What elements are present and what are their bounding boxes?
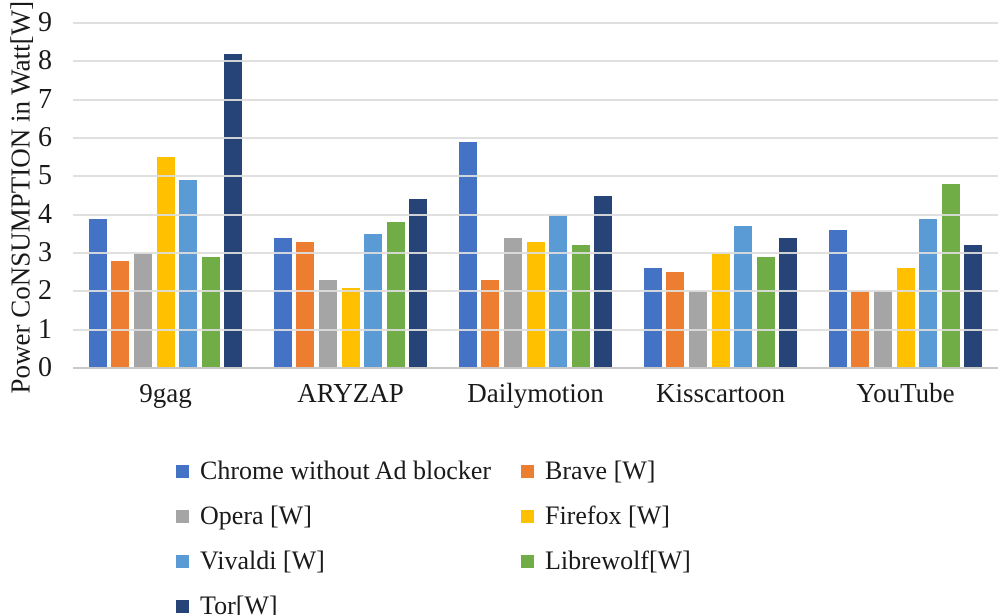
legend-item-opera-w: Opera [W] bbox=[176, 501, 312, 530]
gridline-y7 bbox=[73, 98, 998, 101]
bar-9gag-tor-w bbox=[224, 53, 243, 368]
bar-aryzap-brave-w bbox=[296, 241, 315, 368]
legend-item-vivaldi-w: Vivaldi [W] bbox=[176, 546, 325, 575]
legend-marker-librewolf-w bbox=[521, 554, 534, 568]
gridline-y2 bbox=[73, 290, 998, 293]
y-tick-label-4: 4 bbox=[38, 198, 52, 230]
bar-aryzap-chrome-without-ad-blocker bbox=[273, 237, 292, 368]
gridline-y8 bbox=[73, 60, 998, 63]
x-axis-label-dailymotion: Dailymotion bbox=[467, 378, 604, 408]
legend-label-tor-w: Tor[W] bbox=[200, 591, 278, 615]
y-tick-label-8: 8 bbox=[38, 45, 52, 77]
bar-9gag-opera-w bbox=[133, 253, 152, 368]
legend-item-tor-w: Tor[W] bbox=[176, 591, 278, 615]
legend-label-chrome-without-ad-blocker: Chrome without Ad blocker bbox=[200, 456, 492, 485]
bar-aryzap-opera-w bbox=[318, 279, 337, 368]
bar-aryzap-librewolf-w bbox=[386, 222, 405, 368]
bar-dailymotion-brave-w bbox=[481, 279, 500, 368]
bar-aryzap-firefox-w bbox=[341, 287, 360, 368]
gridline-y6 bbox=[73, 137, 998, 139]
legend-label-librewolf-w: Librewolf[W] bbox=[545, 546, 691, 575]
legend-marker-tor-w bbox=[176, 599, 189, 613]
bar-9gag-brave-w bbox=[111, 260, 130, 368]
legend-marker-chrome-without-ad-blocker bbox=[176, 464, 189, 478]
y-tick-label-6: 6 bbox=[38, 122, 52, 153]
legend-marker-opera-w bbox=[176, 509, 189, 523]
gridline-y3 bbox=[73, 252, 998, 254]
gridline-y1 bbox=[73, 328, 998, 331]
bar-dailymotion-firefox-w bbox=[526, 241, 545, 368]
bar-9gag-librewolf-w bbox=[201, 256, 220, 368]
bar-dailymotion-librewolf-w bbox=[571, 245, 590, 368]
legend-label-vivaldi-w: Vivaldi [W] bbox=[200, 546, 325, 575]
y-tick-label-1: 1 bbox=[38, 313, 52, 345]
gridline-y9 bbox=[73, 22, 998, 24]
bar-dailymotion-chrome-without-ad-blocker bbox=[458, 141, 477, 368]
x-axis-label-aryzap: ARYZAP bbox=[297, 378, 404, 408]
bar-aryzap-vivaldi-w bbox=[364, 233, 383, 368]
bar-youtube-librewolf-w bbox=[941, 184, 960, 368]
bar-kisscartoon-tor-w bbox=[779, 237, 798, 368]
bar-youtube-vivaldi-w bbox=[919, 218, 938, 368]
bar-youtube-chrome-without-ad-blocker bbox=[828, 230, 847, 368]
legend-label-brave-w: Brave [W] bbox=[545, 456, 656, 485]
gridline-y5 bbox=[73, 175, 998, 178]
legend-label-opera-w: Opera [W] bbox=[200, 501, 312, 530]
legend-item-chrome-without-ad-blocker: Chrome without Ad blocker bbox=[176, 456, 492, 485]
x-axis-label-youtube: YouTube bbox=[856, 378, 955, 408]
bar-9gag-vivaldi-w bbox=[179, 180, 198, 368]
legend-marker-brave-w bbox=[521, 464, 534, 478]
bar-kisscartoon-chrome-without-ad-blocker bbox=[643, 268, 662, 368]
x-axis-label-kisscartoon: Kisscartoon bbox=[656, 378, 785, 408]
gridline-y0 bbox=[73, 367, 998, 369]
legend-label-firefox-w: Firefox [W] bbox=[545, 501, 670, 530]
bar-dailymotion-tor-w bbox=[594, 195, 613, 368]
y-tick-label-3: 3 bbox=[38, 237, 52, 268]
y-tick-label-0: 0 bbox=[38, 352, 52, 383]
x-axis-label-9gag: 9gag bbox=[139, 378, 192, 408]
bar-youtube-firefox-w bbox=[896, 268, 915, 368]
bar-kisscartoon-librewolf-w bbox=[756, 256, 775, 368]
bar-9gag-chrome-without-ad-blocker bbox=[88, 218, 107, 368]
bar-dailymotion-opera-w bbox=[503, 237, 522, 368]
legend-marker-vivaldi-w bbox=[176, 554, 189, 568]
legend-item-brave-w: Brave [W] bbox=[521, 456, 656, 485]
y-tick-label-5: 5 bbox=[38, 160, 52, 192]
gridline-y4 bbox=[73, 213, 998, 216]
bar-9gag-firefox-w bbox=[156, 157, 175, 368]
legend-item-librewolf-w: Librewolf[W] bbox=[521, 546, 691, 575]
bar-kisscartoon-vivaldi-w bbox=[734, 226, 753, 368]
bar-aryzap-tor-w bbox=[409, 199, 428, 368]
bar-youtube-tor-w bbox=[964, 245, 983, 368]
y-tick-label-9: 9 bbox=[38, 7, 52, 38]
bar-kisscartoon-firefox-w bbox=[711, 253, 730, 368]
legend-item-firefox-w: Firefox [W] bbox=[521, 501, 670, 530]
bar-kisscartoon-brave-w bbox=[666, 272, 685, 368]
legend-marker-firefox-w bbox=[521, 509, 534, 523]
y-tick-label-2: 2 bbox=[38, 275, 52, 307]
y-tick-label-7: 7 bbox=[38, 83, 52, 115]
